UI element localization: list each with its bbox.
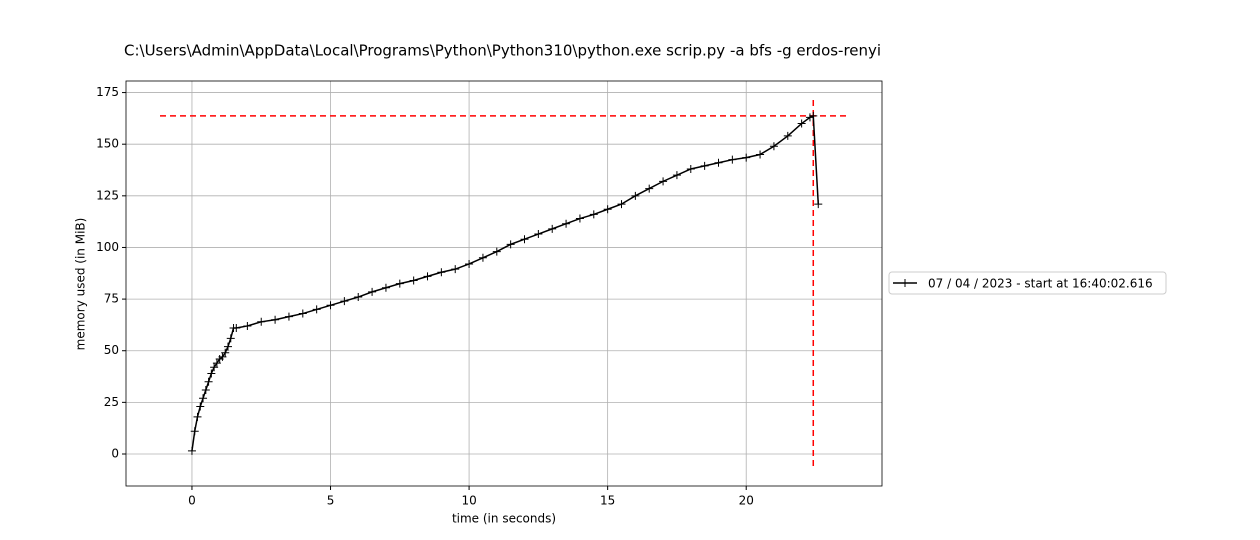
y-tick-label: 50 (104, 343, 119, 357)
data-point (409, 276, 418, 285)
data-point (298, 309, 307, 318)
data-point (465, 259, 474, 268)
y-axis-label: memory used (in MiB) (74, 218, 88, 351)
data-point (257, 317, 266, 326)
data-point (218, 352, 227, 361)
data-point (575, 214, 584, 223)
data-point (617, 200, 626, 209)
data-point (686, 164, 695, 173)
data-point (672, 171, 681, 180)
y-tick-label: 175 (96, 85, 119, 99)
x-axis-label: time (in seconds) (452, 512, 556, 526)
data-point (728, 155, 737, 164)
data-point (204, 377, 213, 386)
x-tick-label: 10 (461, 494, 476, 508)
data-point (492, 247, 501, 256)
data-point (506, 240, 515, 249)
data-point (232, 324, 241, 333)
data-point (631, 191, 640, 200)
legend-label: 07 / 04 / 2023 - start at 16:40:02.616 (928, 277, 1153, 291)
data-point (223, 342, 232, 351)
data-point (199, 394, 208, 403)
data-point (700, 161, 709, 170)
data-point (562, 219, 571, 228)
data-point (340, 297, 349, 306)
data-point (805, 113, 814, 122)
data-point (221, 348, 230, 357)
data-point (809, 111, 818, 120)
data-point (714, 158, 723, 167)
y-tick-label: 25 (104, 395, 119, 409)
data-point (395, 279, 404, 288)
data-point (603, 205, 612, 214)
data-point (437, 268, 446, 277)
x-tick-label: 20 (739, 494, 754, 508)
legend-box (888, 271, 1167, 295)
data-point (783, 131, 792, 140)
y-tick-label: 150 (96, 137, 119, 151)
data-point (478, 253, 487, 262)
data-point (284, 312, 293, 321)
data-point (368, 287, 377, 296)
data-point (797, 119, 806, 128)
data-point (243, 321, 252, 330)
data-point (548, 224, 557, 233)
data-point (226, 334, 235, 343)
y-tick-label: 100 (96, 240, 119, 254)
data-point (381, 283, 390, 292)
y-tick-label: 75 (104, 292, 119, 306)
data-point (534, 230, 543, 239)
data-point (196, 402, 205, 411)
legend-marker (901, 279, 909, 287)
data-point (201, 385, 210, 394)
data-point (271, 315, 280, 324)
y-tick-label: 0 (111, 446, 119, 460)
data-line (191, 114, 820, 451)
data-point (190, 427, 199, 436)
data-point (769, 142, 778, 151)
chart-title: C:\Users\Admin\AppData\Local\Programs\Py… (124, 42, 881, 60)
data-point (207, 369, 216, 378)
data-point (187, 446, 196, 455)
x-tick-label: 0 (188, 494, 196, 508)
data-point (212, 359, 221, 368)
data-point (659, 177, 668, 186)
x-tick-label: 15 (600, 494, 615, 508)
data-point (589, 210, 598, 219)
data-point (354, 293, 363, 302)
data-point (742, 153, 751, 162)
data-point (210, 363, 219, 372)
data-point (312, 305, 321, 314)
data-point (423, 272, 432, 281)
data-point (520, 235, 529, 244)
data-point (814, 200, 823, 209)
x-tick-label: 5 (327, 494, 335, 508)
data-point (645, 184, 654, 193)
data-point (756, 150, 765, 159)
y-tick-label: 125 (96, 188, 119, 202)
plot-frame (125, 80, 883, 487)
data-point (326, 301, 335, 310)
data-point (193, 412, 202, 421)
data-point (451, 265, 460, 274)
